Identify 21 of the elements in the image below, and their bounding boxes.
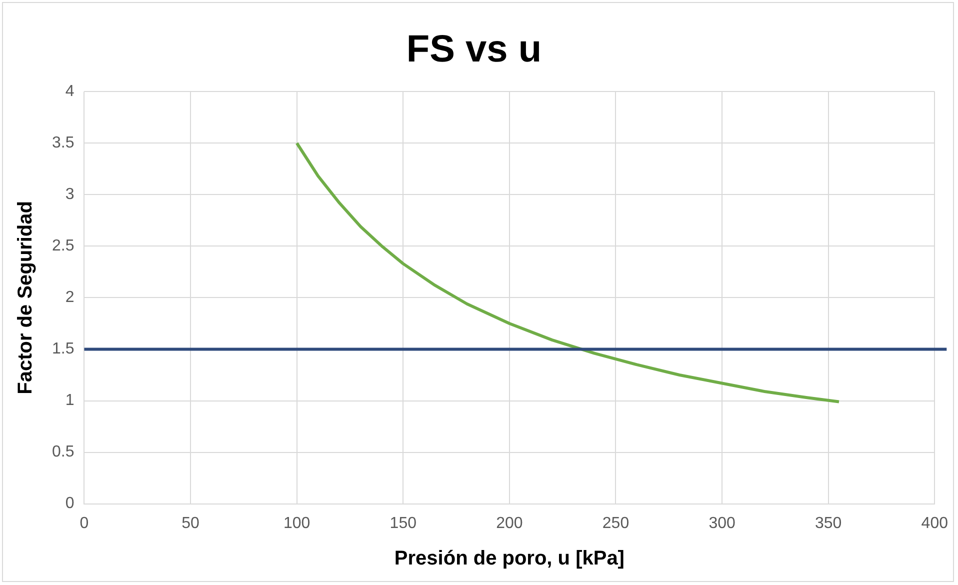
x-tick-label: 350	[815, 514, 842, 532]
x-tick-label: 300	[708, 514, 736, 532]
y-tick-label: 0.5	[52, 444, 74, 461]
y-tick-label: 3	[65, 186, 74, 204]
x-tick-label: 250	[602, 514, 630, 532]
chart-title: FS vs u	[406, 28, 542, 70]
y-tick-label: 4	[65, 83, 74, 100]
y-tick-label: 1.5	[52, 340, 74, 358]
x-axis-title: Presión de poro, u [kPa]	[394, 548, 624, 570]
y-tick-label: 2.5	[52, 238, 74, 255]
y-tick-label: 3.5	[52, 134, 74, 152]
y-tick-label: 0	[65, 495, 74, 512]
x-tick-label: 100	[283, 514, 310, 532]
y-tick-label: 2	[65, 289, 74, 306]
x-tick-label: 50	[182, 514, 200, 532]
x-tick-label: 400	[921, 514, 948, 532]
x-tick-label: 200	[496, 514, 523, 532]
x-tick-label: 150	[390, 514, 417, 532]
x-tick-label: 0	[80, 514, 89, 532]
y-tick-label: 1	[65, 392, 74, 410]
y-axis-title: Factor de Seguridad	[14, 201, 37, 394]
